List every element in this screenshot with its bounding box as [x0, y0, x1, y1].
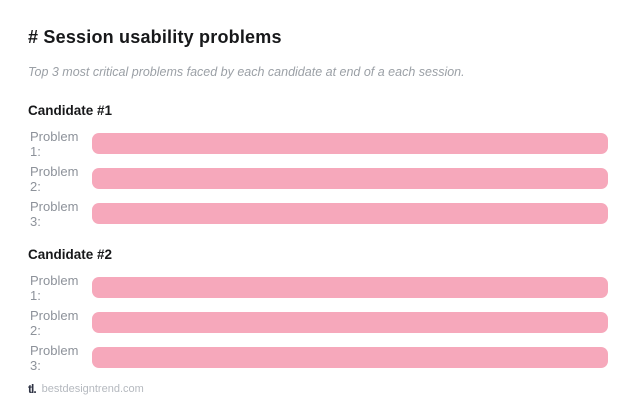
- footer: tl. bestdesigntrend.com: [28, 382, 608, 396]
- problem-3-label: Problem 3:: [30, 342, 79, 373]
- problem-row: Problem 1:: [28, 273, 608, 303]
- problem-1-input-bar[interactable]: [92, 277, 608, 298]
- problem-row: Problem 3:: [28, 343, 608, 373]
- problem-2-label: Problem 2:: [30, 307, 79, 338]
- problem-1-input-bar[interactable]: [92, 133, 608, 154]
- problem-row: Problem 3:: [28, 199, 608, 229]
- candidate-2-heading: Candidate #2: [28, 247, 113, 262]
- problem-2-label: Problem 2:: [30, 163, 79, 194]
- footer-site-link[interactable]: bestdesigntrend.com: [41, 383, 144, 395]
- problem-1-label: Problem 1:: [30, 272, 79, 303]
- candidate-1-section: Candidate #1 Problem 1: Problem 2: Probl…: [28, 103, 608, 229]
- problem-row: Problem 1:: [28, 129, 608, 159]
- candidate-2-section: Candidate #2 Problem 1: Problem 2: Probl…: [28, 247, 608, 373]
- brand-logo-icon: tl.: [28, 382, 37, 396]
- problem-2-input-bar[interactable]: [92, 168, 608, 189]
- page-subtitle: Top 3 most critical problems faced by ea…: [28, 65, 465, 79]
- candidate-1-heading: Candidate #1: [28, 103, 113, 118]
- problem-3-label: Problem 3:: [30, 198, 79, 229]
- problem-1-label: Problem 1:: [30, 128, 79, 159]
- page-title: # Session usability problems: [28, 27, 282, 47]
- problem-row: Problem 2:: [28, 308, 608, 338]
- problem-row: Problem 2:: [28, 164, 608, 194]
- problem-3-input-bar[interactable]: [92, 203, 608, 224]
- problem-3-input-bar[interactable]: [92, 347, 608, 368]
- problem-2-input-bar[interactable]: [92, 312, 608, 333]
